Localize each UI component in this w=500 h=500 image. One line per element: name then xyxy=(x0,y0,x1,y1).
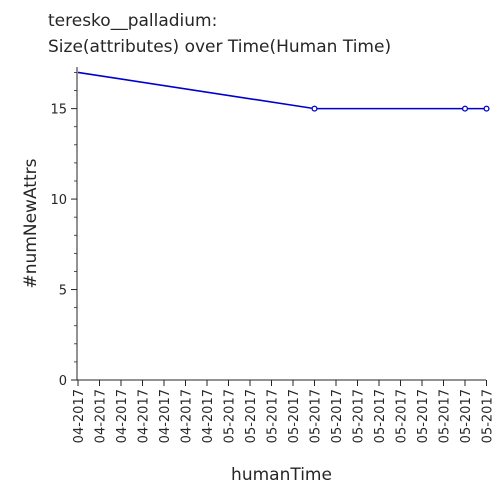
y-tick-label: 10 xyxy=(50,193,67,208)
x-tick-label: 05-2017 xyxy=(223,389,238,443)
axes xyxy=(76,67,486,381)
x-tick-label: 05-2017 xyxy=(416,389,431,443)
x-tick-label: 05-2017 xyxy=(481,389,496,443)
y-tick-label: 15 xyxy=(50,103,67,118)
y-tick-label: 5 xyxy=(59,284,67,299)
x-tick-label: 05-2017 xyxy=(266,389,281,443)
x-tick-label: 05-2017 xyxy=(395,389,410,443)
x-tick-label: 05-2017 xyxy=(244,389,259,443)
y-ticks: 0 5 10 15 xyxy=(50,72,77,389)
x-tick-label: 05-2017 xyxy=(352,389,367,443)
x-tick-label: 04-2017 xyxy=(137,389,152,443)
data-point xyxy=(311,105,318,112)
chart-title: teresko__palladium: Size(attributes) ove… xyxy=(48,8,391,60)
chart-title-line-1: teresko__palladium: xyxy=(48,11,218,31)
series-line xyxy=(77,71,487,110)
x-tick-label: 05-2017 xyxy=(438,389,453,443)
x-tick-label: 05-2017 xyxy=(287,389,302,443)
x-tick-label: 05-2017 xyxy=(373,389,388,443)
x-tick-label: 05-2017 xyxy=(309,389,324,443)
x-tick-label: 04-2017 xyxy=(201,389,216,443)
x-tick-label: 04-2017 xyxy=(180,389,195,443)
x-tick-label: 04-2017 xyxy=(94,389,109,443)
data-point xyxy=(461,105,469,112)
series-group xyxy=(77,71,490,112)
x-tick-label: 05-2017 xyxy=(459,389,474,443)
x-ticks: 04-2017 04-2017 04-2017 04-2017 04-2017 04-20… xyxy=(72,380,496,443)
x-tick-label: 04-2017 xyxy=(115,389,130,443)
x-tick-label: 05-2017 xyxy=(330,389,345,443)
y-tick-label: 0 xyxy=(59,374,67,389)
x-tick-label: 04-2017 xyxy=(72,389,87,443)
data-point xyxy=(483,105,490,112)
x-axis-label: humanTime xyxy=(231,465,332,485)
x-tick-label: 04-2017 xyxy=(158,389,173,443)
chart-title-line-2: Size(attributes) over Time(Human Time) xyxy=(48,37,392,57)
y-axis-label: #numNewAttrs xyxy=(21,158,41,288)
